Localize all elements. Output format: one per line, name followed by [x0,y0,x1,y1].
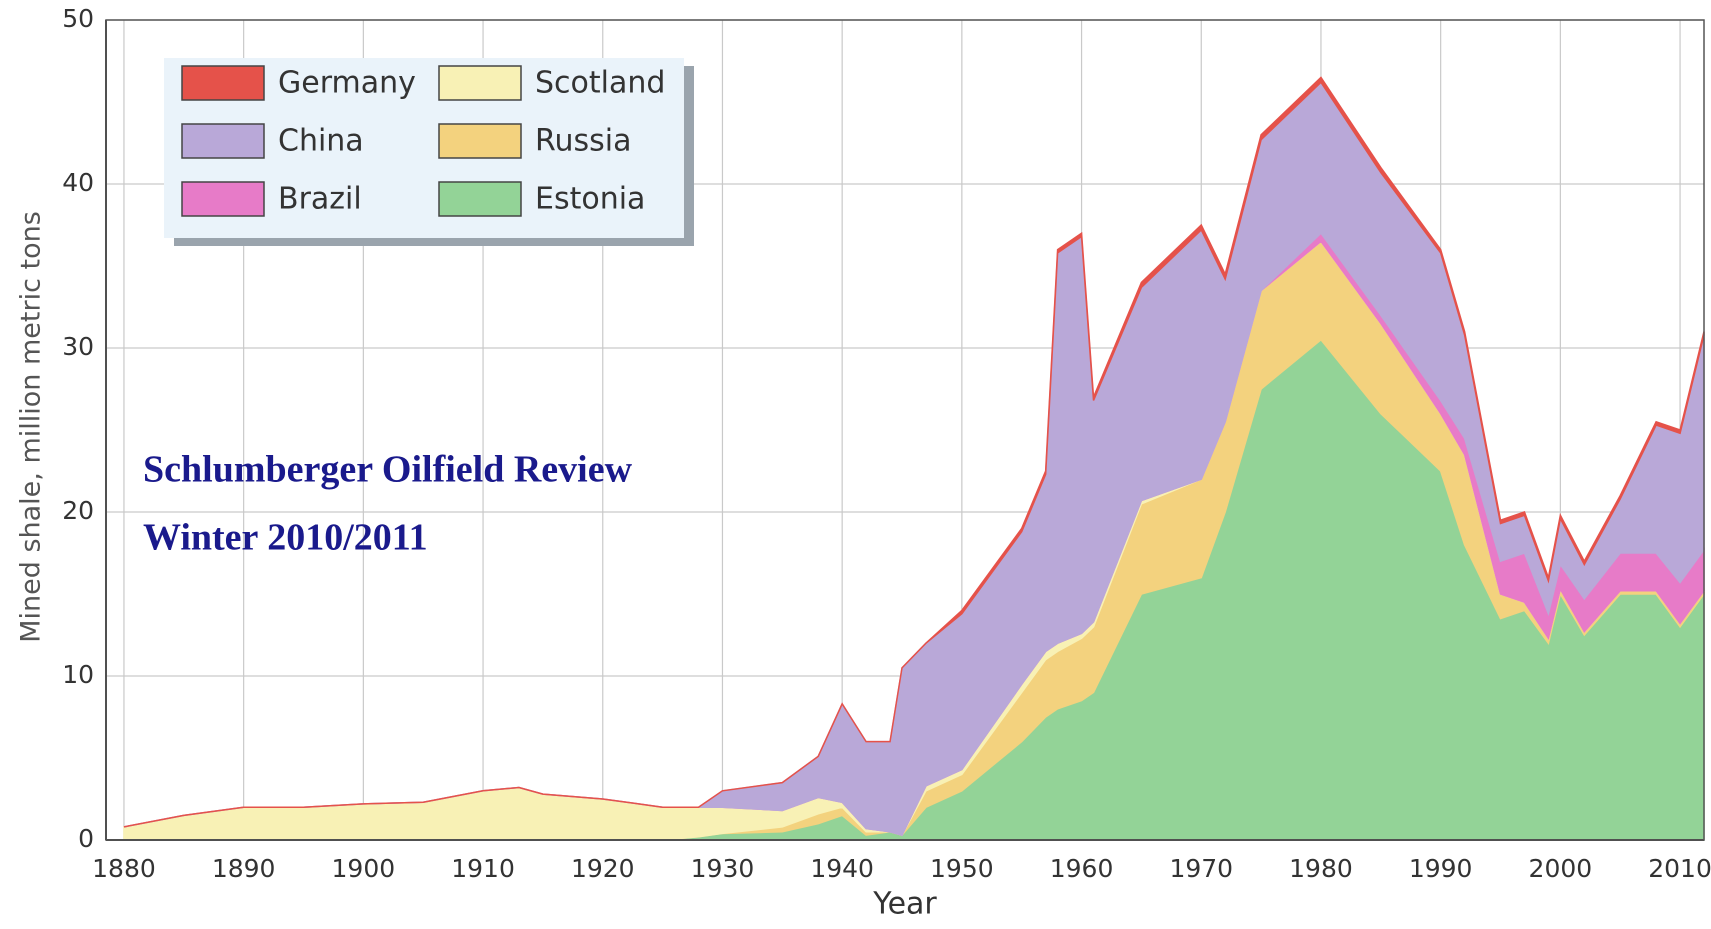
y-tick-label: 20 [62,496,94,525]
x-tick-label: 1880 [92,854,156,883]
legend-swatch [181,65,265,101]
legend-swatch [438,181,522,217]
x-tick-label: 1930 [691,854,755,883]
legend-swatch [438,123,522,159]
legend-label: Germany [278,66,416,101]
legend-label: Russia [535,124,632,159]
y-tick-label: 50 [62,4,94,33]
y-tick-label: 10 [62,660,94,689]
legend-label: China [278,124,364,159]
x-tick-label: 1920 [571,854,635,883]
x-tick-label: 2000 [1529,854,1593,883]
x-tick-label: 1940 [810,854,874,883]
annotation: Schlumberger Oilfield Review [143,449,633,491]
legend-label: Estonia [535,182,645,217]
y-tick-label: 40 [62,168,94,197]
legend-label: Brazil [278,182,362,217]
legend-label: Scotland [535,66,665,101]
legend-swatch [181,123,265,159]
x-tick-label: 1970 [1169,854,1233,883]
x-tick-label: 1890 [212,854,276,883]
x-tick-label: 1900 [332,854,396,883]
plot-frame [105,19,1705,841]
x-tick-label: 1980 [1289,854,1353,883]
y-axis-label: Mined shale, million metric tons [16,211,47,643]
x-tick-label: 1960 [1050,854,1114,883]
x-axis-label: Year [872,887,937,922]
x-tick-label: 2010 [1648,854,1711,883]
y-tick-label: 0 [78,824,94,853]
legend-swatch [181,181,265,217]
legend-swatch [438,65,522,101]
x-tick-label: 1990 [1409,854,1473,883]
annotation: Winter 2010/2011 [143,517,428,559]
y-tick-label: 30 [62,332,94,361]
x-tick-label: 1950 [930,854,994,883]
x-tick-label: 1910 [451,854,515,883]
